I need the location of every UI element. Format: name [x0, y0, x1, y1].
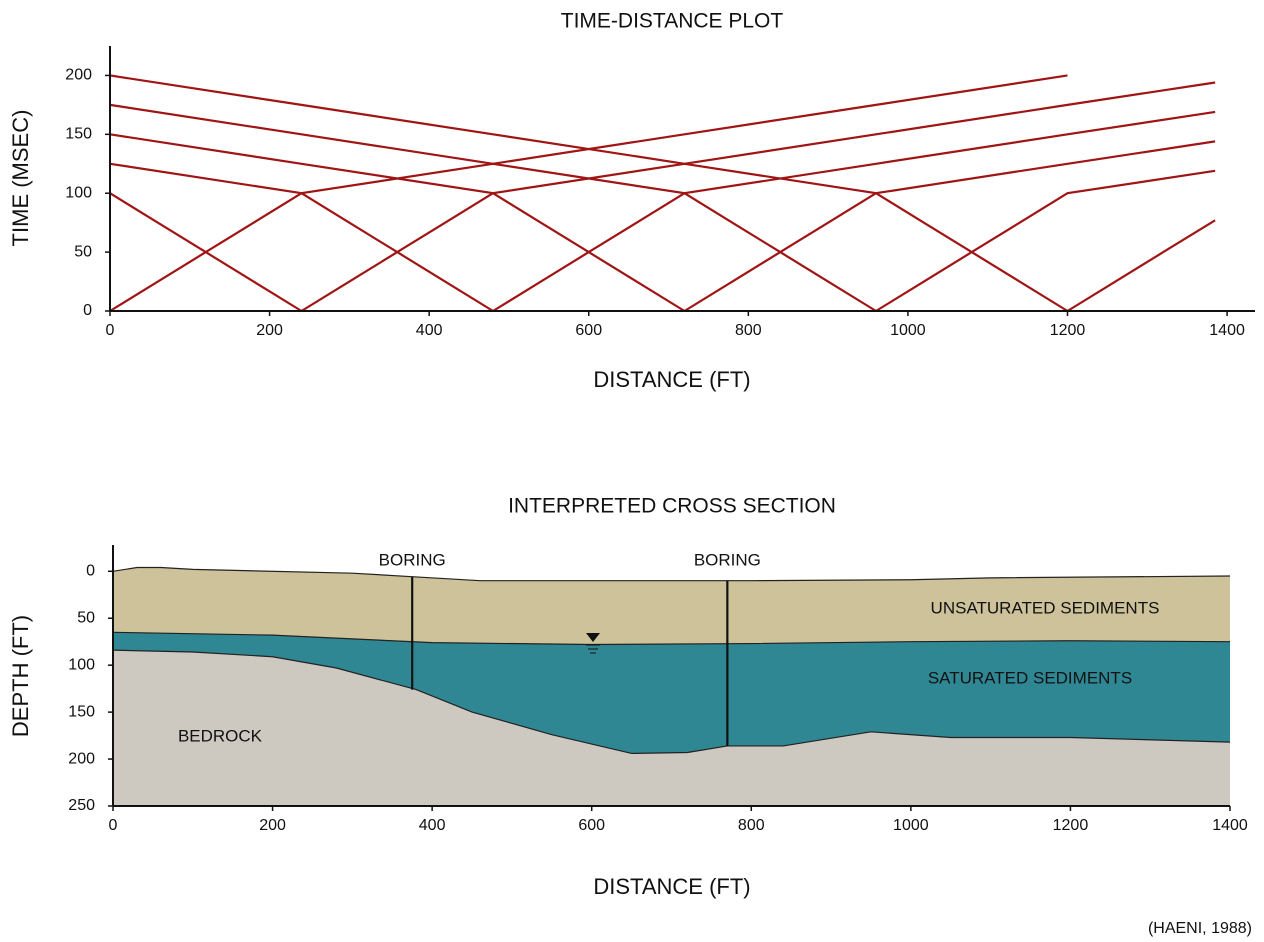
x-tick-label: 200 [259, 817, 286, 834]
y-tick-label: 200 [65, 67, 92, 84]
x-tick-label: 600 [575, 322, 602, 339]
x-tick-label: 0 [106, 322, 115, 339]
source: (HAENI, 1988) [1148, 920, 1252, 937]
y-axis-label: DEPTH (FT) [8, 615, 33, 737]
y-axis-label: TIME (MSEC) [8, 110, 33, 247]
y-tick-label: 250 [68, 797, 95, 814]
x-tick-label: 1200 [1050, 322, 1086, 339]
x-tick-label: 1400 [1209, 322, 1245, 339]
data-line [684, 141, 1215, 311]
x-axis-label: DISTANCE (FT) [593, 874, 750, 899]
x-tick-label: 800 [738, 817, 765, 834]
y-tick-label: 50 [77, 609, 95, 626]
x-tick-label: 800 [735, 322, 762, 339]
chart-title: INTERPRETED CROSS SECTION [508, 495, 836, 518]
layer-label: SATURATED SEDIMENTS [928, 668, 1132, 687]
x-tick-label: 400 [416, 322, 443, 339]
x-tick-label: 1000 [893, 817, 929, 834]
x-axis-label: DISTANCE (FT) [593, 367, 750, 392]
y-tick-label: 100 [65, 184, 92, 201]
x-tick-label: 1000 [890, 322, 926, 339]
data-line [110, 164, 493, 311]
data-line [493, 112, 1215, 311]
x-tick-label: 600 [578, 817, 605, 834]
x-tick-label: 1400 [1212, 817, 1248, 834]
layer-label: UNSATURATED SEDIMENTS [931, 598, 1160, 617]
boring-label: BORING [379, 550, 446, 569]
boring-label: BORING [694, 550, 761, 569]
y-tick-label: 150 [65, 126, 92, 143]
y-tick-label: 100 [68, 656, 95, 673]
x-tick-label: 200 [256, 322, 283, 339]
x-tick-label: 0 [109, 817, 118, 834]
figure: TIME-DISTANCE PLOT0200400600800100012001… [0, 0, 1264, 942]
data-line [876, 171, 1215, 311]
data-line [110, 134, 684, 311]
y-tick-label: 200 [68, 750, 95, 767]
data-line [110, 75, 1067, 311]
y-tick-label: 150 [68, 703, 95, 720]
data-line [110, 75, 1067, 311]
data-line [1067, 220, 1215, 311]
y-tick-label: 0 [83, 302, 92, 319]
data-line [110, 105, 876, 311]
chart-title: TIME-DISTANCE PLOT [561, 10, 784, 33]
x-tick-label: 1200 [1053, 817, 1089, 834]
y-tick-label: 0 [86, 563, 95, 580]
x-tick-label: 400 [419, 817, 446, 834]
layer-label: BEDROCK [178, 726, 263, 745]
y-tick-label: 50 [74, 243, 92, 260]
